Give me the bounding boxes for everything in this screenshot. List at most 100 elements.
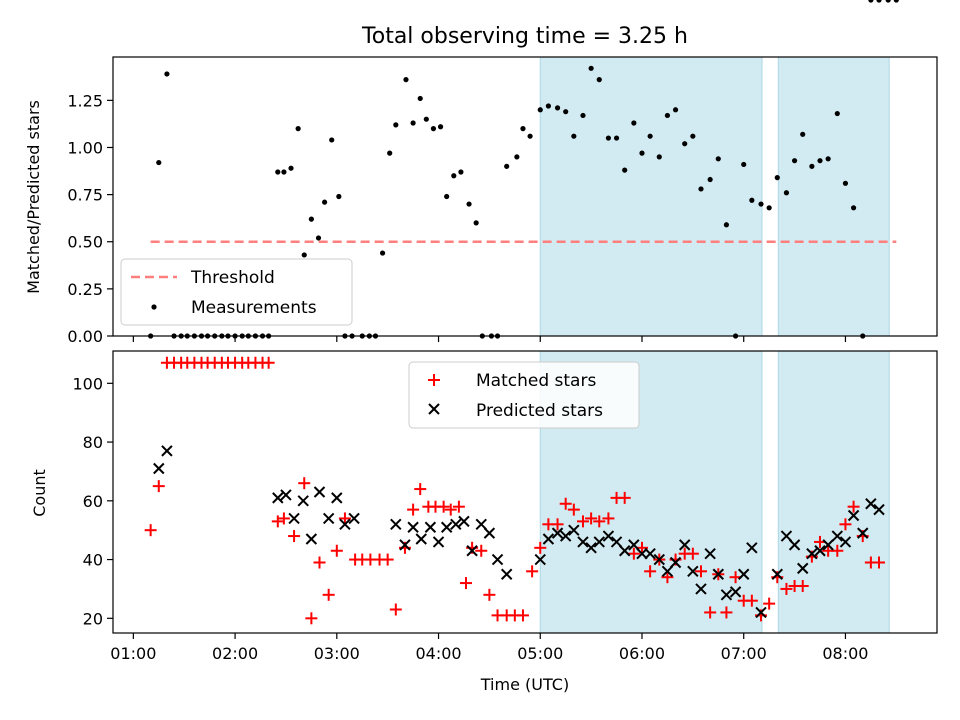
top-y-axis-label: Matched/Predicted stars	[24, 100, 43, 294]
predicted-point	[288, 512, 300, 525]
measurement-point	[336, 193, 342, 200]
measurement-point	[834, 110, 840, 117]
measurement-point	[156, 159, 162, 166]
measurement-point	[893, 0, 899, 3]
matched-point	[338, 512, 351, 525]
matched-point	[780, 582, 793, 595]
predicted-point	[153, 462, 165, 475]
top-panel: 0.00 0.25 0.50 0.75 1.00 1.25	[67, 0, 938, 346]
matched-point	[452, 500, 465, 513]
measurement-point	[545, 103, 551, 109]
predicted-point	[390, 518, 402, 531]
measurement-point	[527, 133, 533, 139]
predicted-point	[755, 606, 767, 619]
matched-point	[313, 556, 326, 569]
measurement-point	[451, 173, 457, 179]
measurement-point	[800, 131, 806, 137]
predicted-point	[534, 553, 546, 566]
predicted-point	[475, 518, 487, 531]
predicted-point	[161, 445, 173, 457]
measurement-point	[417, 95, 423, 102]
measurement-point	[758, 201, 764, 207]
predicted-point	[305, 533, 318, 545]
predicted-point	[339, 518, 351, 531]
measurement-point	[698, 186, 704, 192]
matched-point	[720, 606, 733, 619]
measurement-point	[164, 71, 170, 77]
measurement-point	[563, 109, 569, 115]
predicted-point	[458, 515, 470, 528]
bottom-y-tick-label: 100	[72, 374, 103, 393]
predicted-point	[424, 521, 437, 533]
predicted-point	[771, 568, 783, 580]
matched-point	[437, 500, 450, 513]
top-y-tick-label: 0.50	[67, 233, 103, 252]
measurement-point	[580, 112, 586, 119]
matched-point	[567, 503, 580, 516]
measurement-point	[605, 135, 612, 141]
top-legend: Threshold Measurements	[120, 258, 353, 326]
measurement-point	[596, 77, 602, 83]
measurement-point	[514, 154, 520, 160]
matched-point	[602, 512, 615, 525]
measurement-point	[766, 205, 772, 211]
measurement-point	[520, 126, 526, 132]
matched-point	[593, 515, 606, 528]
predicted-point	[644, 547, 656, 560]
matched-point	[288, 530, 301, 543]
matched-point	[152, 480, 165, 493]
measurement-point	[682, 141, 688, 147]
legend-measurements-label: Measurements	[191, 298, 317, 318]
x-tick-label: 02:00	[212, 644, 258, 663]
predicted-point	[847, 509, 860, 522]
predicted-point	[399, 539, 411, 551]
bottom-axes-frame	[112, 350, 938, 634]
measurement-point	[321, 199, 328, 205]
bottom-panel: 01:00 02:00 03:00 04:00 05:00 06:00 07:00 08:00…	[72, 350, 938, 663]
measurement-point	[295, 126, 301, 132]
matched-point	[322, 588, 335, 601]
matched-point	[475, 544, 488, 557]
measurement-point	[466, 201, 472, 207]
top-y-tick-label: 1.00	[67, 138, 103, 157]
predicted-point	[618, 545, 631, 557]
measurement-point	[329, 137, 335, 143]
predicted-point	[280, 489, 292, 501]
bottom-y-tick-label: 20	[83, 609, 103, 628]
predicted-point	[857, 527, 869, 539]
x-tick-label: 06:00	[619, 644, 665, 663]
predicted-point	[831, 530, 844, 542]
measurement-point	[809, 163, 815, 169]
legend-threshold-label: Threshold	[190, 268, 275, 288]
matched-point	[516, 609, 529, 622]
matched-point	[277, 512, 290, 525]
top-axes-frame	[112, 56, 938, 337]
measurement-point	[639, 150, 645, 156]
predicted-point	[542, 533, 555, 545]
matched-point	[644, 565, 657, 578]
x-tick-label: 01:00	[110, 644, 156, 663]
matched-point	[847, 500, 860, 513]
measurement-point	[622, 167, 628, 173]
matched-point	[298, 477, 311, 490]
top-y-tick-label: 0.75	[67, 186, 103, 205]
measurement-point	[537, 107, 543, 113]
measurement-point	[387, 150, 393, 156]
predicted-point	[466, 545, 478, 557]
bottom-y-axis-label: Count	[30, 469, 49, 517]
x-tick-label: 04:00	[415, 644, 461, 663]
predicted-point	[568, 524, 580, 536]
bottom-legend-box	[408, 361, 640, 429]
measurement-point	[707, 176, 713, 183]
predicted-point	[687, 565, 699, 578]
predicted-point	[577, 536, 589, 548]
predicted-point	[483, 527, 496, 539]
predicted-point	[780, 530, 793, 542]
measurement-point	[664, 112, 671, 119]
measurement-point	[403, 77, 409, 83]
measurement-point	[791, 158, 798, 164]
measurement-point	[613, 135, 620, 141]
bottom-legend: Matched stars Predicted stars	[408, 361, 640, 429]
measurement-point	[690, 133, 696, 139]
